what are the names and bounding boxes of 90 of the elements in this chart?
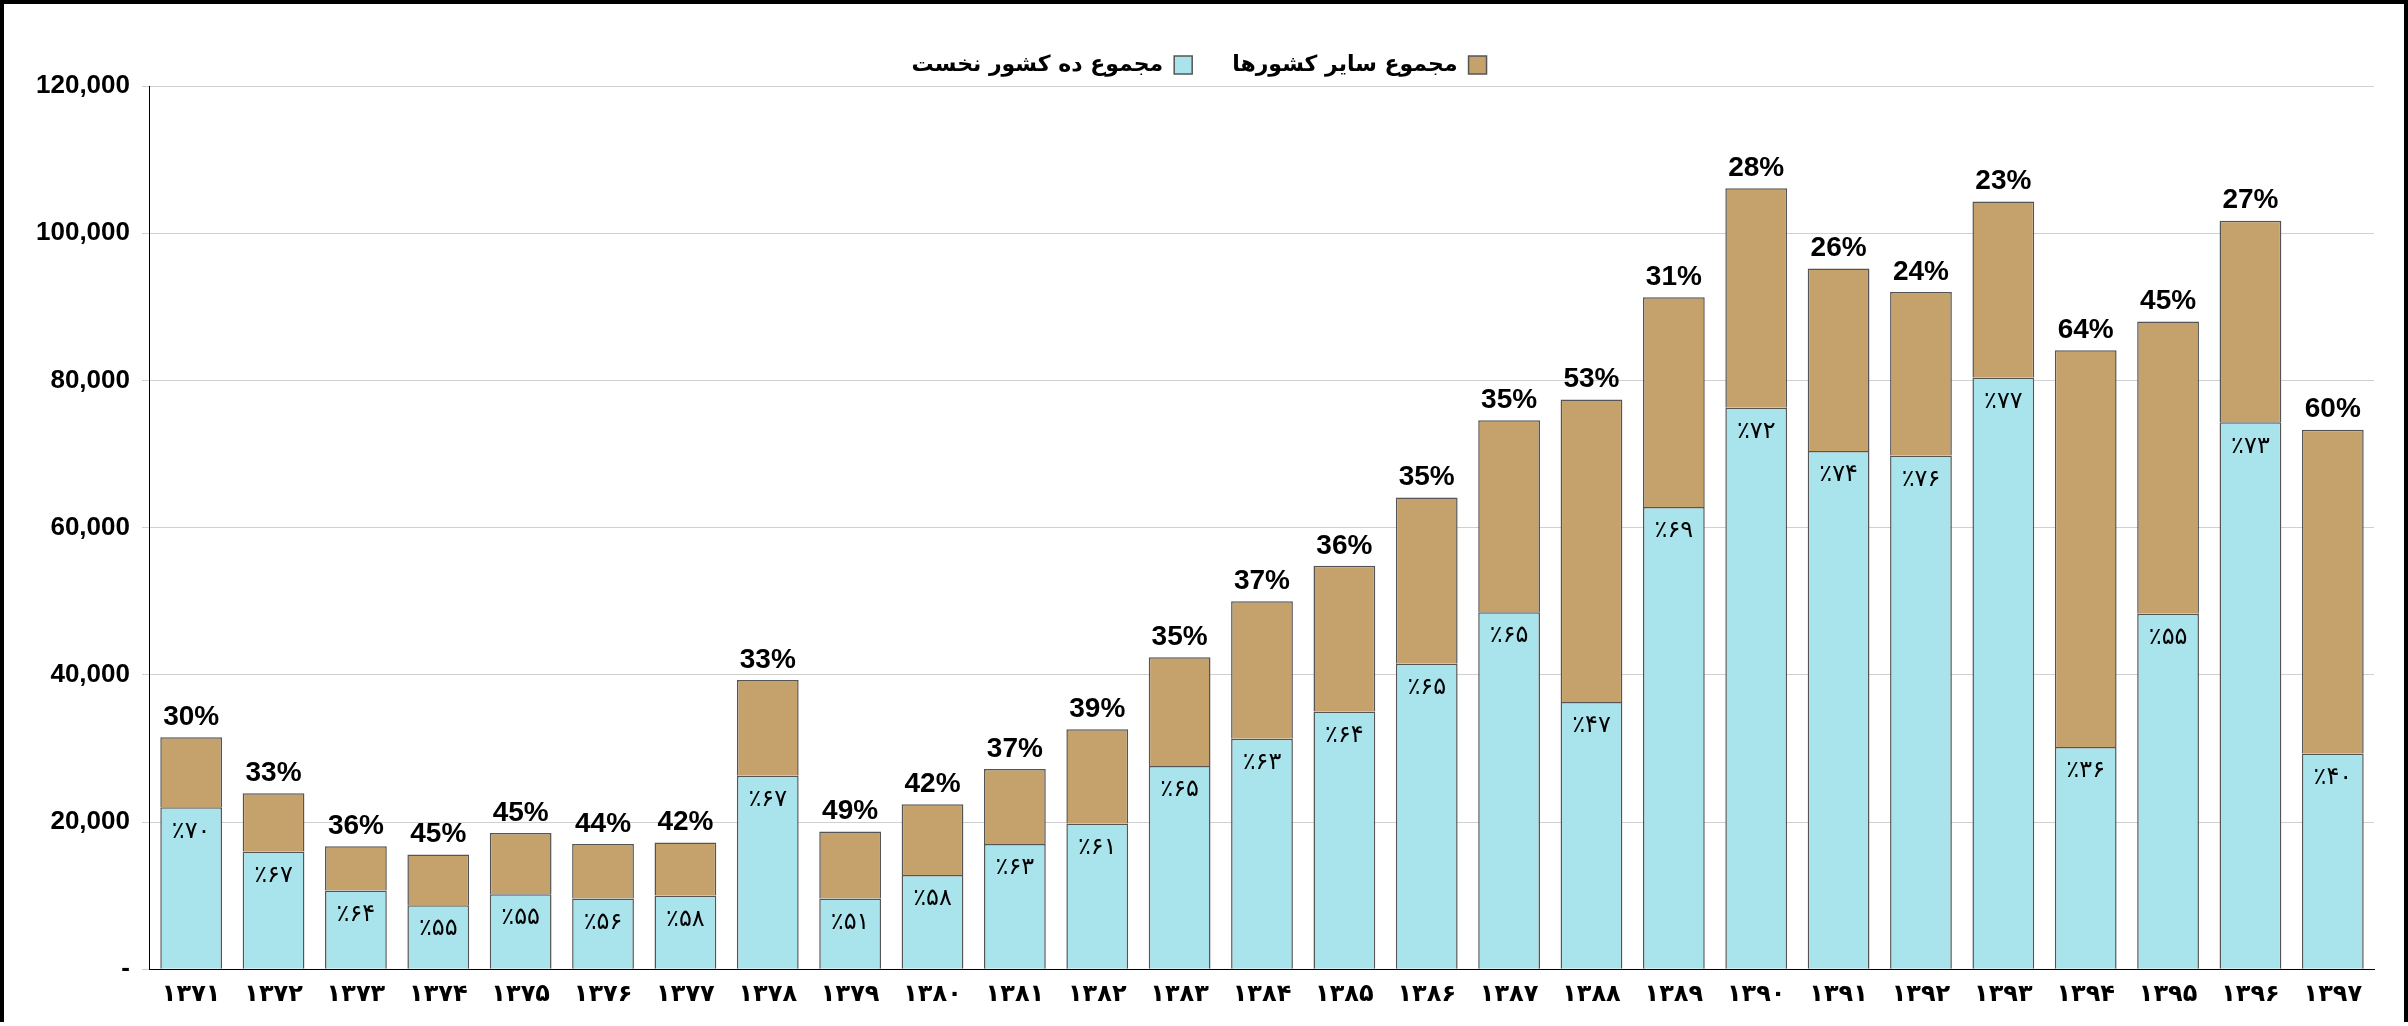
annotation: 23% [1975, 164, 2032, 196]
annotation: ٪۶۷ [254, 859, 293, 888]
annotation: ٪۶۳ [1242, 747, 1282, 776]
annotation: ٪۷۶ [1901, 463, 1941, 492]
x-tick-label: ۱۳۷۹ [820, 978, 880, 1007]
x-tick-label: ۱۳۹۱ [1809, 978, 1868, 1007]
x-tick-label: ۱۳۸۶ [1397, 978, 1457, 1007]
annotation: 37% [986, 731, 1043, 763]
annotation: 28% [1728, 151, 1785, 183]
annotation: 33% [739, 642, 796, 674]
y-tick-label: - [121, 952, 130, 983]
annotation: ٪۶۳ [995, 852, 1035, 881]
annotation: 33% [245, 756, 302, 788]
x-tick-label: ۱۳۹۵ [2138, 978, 2198, 1007]
annotation: ٪۶۵ [1407, 671, 1447, 700]
x-tick-label: ۱۳۸۴ [1232, 978, 1292, 1007]
annotation: ٪۶۵ [1489, 620, 1529, 649]
annotation: 24% [1892, 254, 1950, 286]
x-tick-label: ۱۳۹۲ [1891, 978, 1951, 1007]
x-tick-label: ۱۳۹۶ [2221, 978, 2280, 1007]
annotation: 35% [1481, 382, 1538, 414]
y-tick-label: 80,000 [50, 363, 130, 394]
annotation: ٪۵۸ [913, 883, 952, 912]
annotation: 42% [657, 805, 714, 837]
x-tick-label: ۱۳۸۳ [1150, 978, 1210, 1007]
annotation: 31% [1645, 259, 1702, 291]
x-tick-label: ۱۳۸۹ [1644, 978, 1704, 1007]
annotation: ٪۶۴ [1325, 719, 1364, 748]
annotation: ٪۶۴ [336, 898, 376, 927]
annotation: 37% [1233, 563, 1291, 595]
annotation: ٪۶۱ [1077, 831, 1117, 860]
y-tick-label: 60,000 [50, 510, 130, 541]
annotation: 30% [163, 700, 220, 732]
x-tick-label: ۱۳۷۲ [244, 978, 304, 1007]
annotation: ٪۵۵ [501, 902, 540, 931]
annotation: ٪۴۷ [1572, 710, 1611, 739]
x-tick-label: ۱۳۹۳ [1974, 978, 2033, 1007]
legend-label: مجموع ده کشور نخست [911, 50, 1164, 77]
annotation: ٪۷۷ [1983, 385, 2023, 414]
annotation: ٪۷۰ [171, 815, 211, 844]
x-tick-label: ۱۳۸۷ [1479, 978, 1539, 1007]
x-tick-label: ۱۳۷۸ [738, 978, 798, 1007]
annotation: 42% [904, 767, 961, 799]
annotation: ٪۷۳ [2231, 430, 2270, 459]
x-tick-label: ۱۳۷۴ [408, 978, 468, 1007]
x-tick-label: ۱۳۷۵ [491, 978, 550, 1007]
annotation: 53% [1563, 362, 1620, 394]
annotation: ٪۵۵ [2148, 621, 2188, 650]
x-tick-label: ۱۳۹۷ [2303, 978, 2363, 1007]
annotation: ٪۵۸ [666, 903, 705, 932]
x-tick-label: ۱۳۷۷ [656, 978, 716, 1007]
annotation: 39% [1069, 691, 1126, 723]
annotation: ٪۶۹ [1654, 515, 1694, 544]
annotation: 45% [492, 795, 549, 827]
x-tick-label: ۱۳۷۳ [326, 978, 386, 1007]
annotation: ٪۵۵ [418, 913, 458, 942]
x-tick-label: ۱۳۷۱ [161, 978, 221, 1007]
annotation: ٪۶۵ [1160, 774, 1199, 803]
x-tick-label: ۱۳۸۵ [1315, 978, 1374, 1007]
y-tick-label: 100,000 [36, 216, 130, 247]
annotation: ٪۴۰ [2313, 761, 2353, 790]
x-tick-label: ۱۳۸۱ [985, 978, 1045, 1007]
annotation: ٪۷۲ [1736, 415, 1776, 444]
annotation: 36% [327, 809, 385, 841]
y-tick-label: 120,000 [36, 69, 130, 100]
annotation: 45% [2140, 284, 2197, 316]
annotation: 35% [1151, 619, 1208, 651]
annotation: ٪۶۷ [748, 783, 788, 812]
annotation: 60% [2304, 392, 2361, 424]
annotation: ٪۷۴ [1819, 459, 1858, 488]
annotation: 26% [1810, 231, 1867, 263]
annotation: 36% [1316, 528, 1373, 560]
legend-label: مجموع سایر کشورها [1232, 50, 1458, 77]
annotation: 35% [1398, 460, 1455, 492]
x-tick-label: ۱۳۷۶ [573, 978, 633, 1007]
x-tick-label: ۱۳۹۰ [1726, 978, 1786, 1007]
annotation: 49% [822, 794, 879, 826]
x-tick-label: ۱۳۸۲ [1067, 978, 1127, 1007]
annotation: 45% [410, 817, 467, 849]
x-tick-label: ۱۳۹۴ [2056, 978, 2115, 1007]
x-tick-label: ۱۳۸۰ [903, 978, 962, 1007]
annotation: 27% [2222, 183, 2279, 215]
annotation: ٪۵۱ [830, 906, 870, 935]
x-tick-label: ۱۳۸۸ [1562, 978, 1622, 1007]
annotation: ٪۵۶ [583, 906, 623, 935]
annotation: 64% [2057, 312, 2114, 344]
y-tick-label: 40,000 [50, 657, 130, 688]
annotation: ٪۳۶ [2066, 755, 2106, 784]
y-tick-label: 20,000 [50, 805, 130, 836]
annotation: 44% [575, 806, 632, 838]
